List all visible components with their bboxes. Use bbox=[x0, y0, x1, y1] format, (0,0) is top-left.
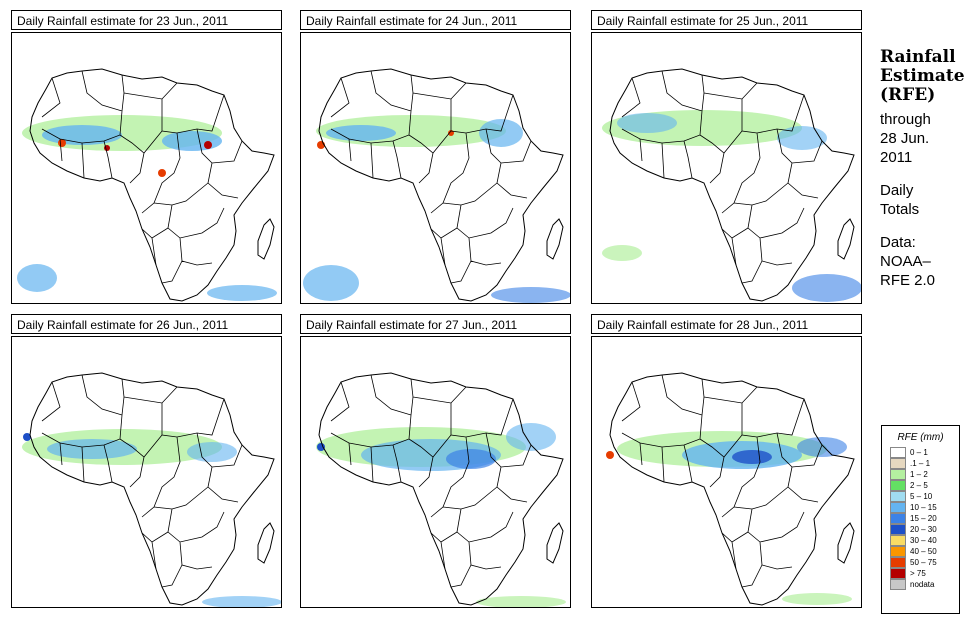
legend: RFE (mm) 0 – 1 .1 – 1 1 – 2 2 – 5 5 – 10 10 –… bbox=[881, 425, 960, 614]
panel-24-jun: Daily Rainfall estimate for 24 Jun., 201… bbox=[300, 10, 571, 304]
rainfall-band bbox=[606, 431, 852, 605]
panel-title: Daily Rainfall estimate for 24 Jun., 201… bbox=[300, 10, 571, 30]
heading-rfe: (RFE) bbox=[880, 85, 936, 105]
legend-swatch bbox=[890, 447, 906, 458]
legend-label: 10 – 15 bbox=[910, 503, 937, 512]
panel-title: Daily Rainfall estimate for 25 Jun., 201… bbox=[591, 10, 862, 30]
rainfall-band bbox=[602, 110, 861, 302]
legend-label: 2 – 5 bbox=[910, 481, 928, 490]
legend-label: > 75 bbox=[910, 569, 926, 578]
legend-swatch bbox=[890, 579, 906, 590]
panel-title: Daily Rainfall estimate for 26 Jun., 201… bbox=[11, 314, 282, 334]
rainfall-map bbox=[11, 336, 282, 608]
legend-swatch bbox=[890, 546, 906, 557]
legend-item: 5 – 10 bbox=[890, 491, 959, 502]
legend-item: 0 – 1 bbox=[890, 447, 959, 458]
legend-label: 15 – 20 bbox=[910, 514, 937, 523]
legend-swatch bbox=[890, 469, 906, 480]
legend-item: 40 – 50 bbox=[890, 546, 959, 557]
legend-label: 40 – 50 bbox=[910, 547, 937, 556]
totals-label: Totals bbox=[880, 201, 920, 218]
legend-swatch bbox=[890, 535, 906, 546]
legend-label: .1 – 1 bbox=[910, 459, 931, 468]
panel-title: Daily Rainfall estimate for 23 Jun., 201… bbox=[11, 10, 282, 30]
legend-label: 1 – 2 bbox=[910, 470, 928, 479]
rainfall-map bbox=[300, 336, 571, 608]
data-source-1: NOAA– bbox=[880, 253, 931, 270]
panel-25-jun: Daily Rainfall estimate for 25 Jun., 201… bbox=[591, 10, 862, 304]
sidebar-info: Rainfall Estimate (RFE) through 28 Jun. … bbox=[880, 48, 965, 290]
legend-label: 30 – 40 bbox=[910, 536, 937, 545]
rainfall-band bbox=[22, 429, 281, 607]
through-date: 28 Jun. bbox=[880, 130, 930, 147]
legend-item: > 75 bbox=[890, 568, 959, 579]
legend-swatch bbox=[890, 491, 906, 502]
panel-27-jun: Daily Rainfall estimate for 27 Jun., 201… bbox=[300, 314, 571, 608]
legend-item: 2 – 5 bbox=[890, 480, 959, 491]
rainfall-map bbox=[591, 336, 862, 608]
legend-item: .1 – 1 bbox=[890, 458, 959, 469]
legend-label: 50 – 75 bbox=[910, 558, 937, 567]
legend-swatch bbox=[890, 568, 906, 579]
legend-swatch bbox=[890, 513, 906, 524]
rainfall-map bbox=[11, 32, 282, 304]
legend-swatch bbox=[890, 458, 906, 469]
legend-item: 30 – 40 bbox=[890, 535, 959, 546]
legend-swatch bbox=[890, 502, 906, 513]
legend-label: nodata bbox=[910, 580, 935, 589]
legend-item: nodata bbox=[890, 579, 959, 590]
heading-rainfall: Rainfall bbox=[880, 47, 956, 67]
legend-swatch bbox=[890, 524, 906, 535]
legend-title: RFE (mm) bbox=[897, 432, 944, 443]
legend-swatch bbox=[890, 480, 906, 491]
data-source-2: RFE 2.0 bbox=[880, 272, 936, 289]
through-year: 2011 bbox=[880, 149, 913, 166]
rainfall-band bbox=[17, 115, 277, 301]
panel-title: Daily Rainfall estimate for 28 Jun., 201… bbox=[591, 314, 862, 334]
rainfall-map bbox=[300, 32, 571, 304]
rainfall-map bbox=[591, 32, 862, 304]
legend-label: 0 – 1 bbox=[910, 448, 928, 457]
legend-item: 15 – 20 bbox=[890, 513, 959, 524]
legend-label: 20 – 30 bbox=[910, 525, 937, 534]
through-label: through bbox=[880, 111, 931, 128]
rainfall-band bbox=[303, 115, 570, 303]
legend-item: 20 – 30 bbox=[890, 524, 959, 535]
legend-swatch bbox=[890, 557, 906, 568]
panel-28-jun: Daily Rainfall estimate for 28 Jun., 201… bbox=[591, 314, 862, 608]
data-label: Data: bbox=[880, 234, 916, 251]
legend-label: 5 – 10 bbox=[910, 492, 933, 501]
panel-26-jun: Daily Rainfall estimate for 26 Jun., 201… bbox=[11, 314, 282, 608]
panel-23-jun: Daily Rainfall estimate for 23 Jun., 201… bbox=[11, 10, 282, 304]
legend-item: 1 – 2 bbox=[890, 469, 959, 480]
heading-estimate: Estimate bbox=[880, 66, 965, 86]
legend-item: 50 – 75 bbox=[890, 557, 959, 568]
panel-title: Daily Rainfall estimate for 27 Jun., 201… bbox=[300, 314, 571, 334]
daily-label: Daily bbox=[880, 182, 914, 199]
legend-item: 10 – 15 bbox=[890, 502, 959, 513]
